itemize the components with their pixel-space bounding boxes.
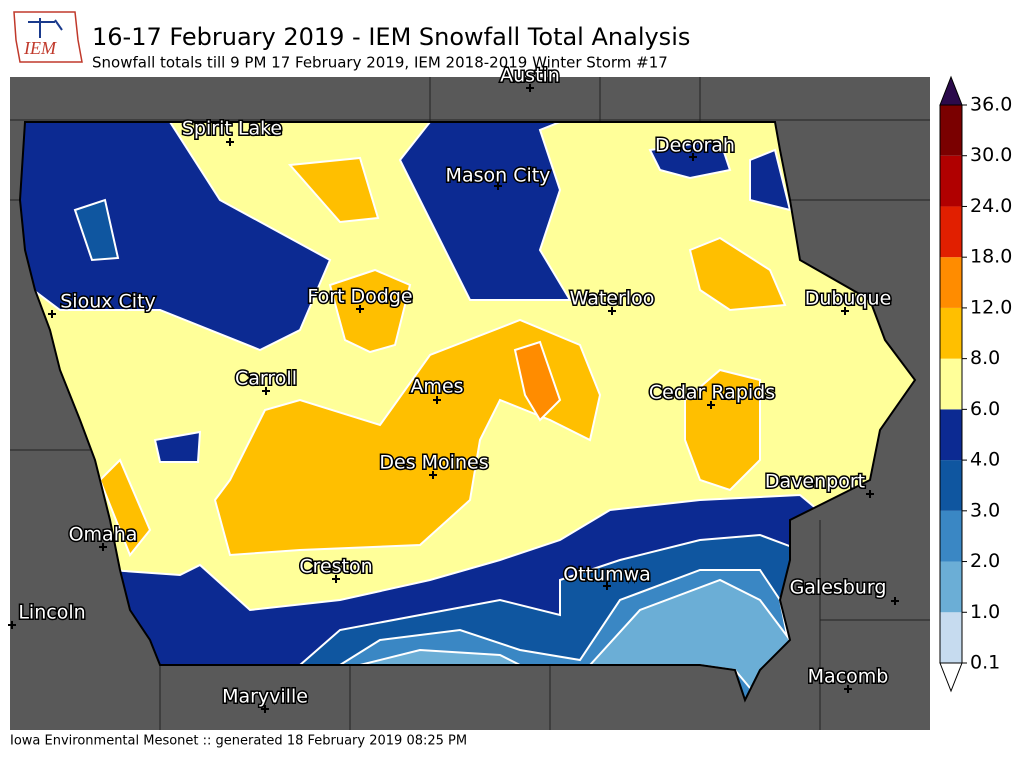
city-label: Decorah xyxy=(655,135,735,157)
city-label: Ottumwa xyxy=(563,564,651,586)
colorbar-segment xyxy=(940,307,962,359)
colorbar-frame xyxy=(939,104,963,664)
colorbar-segment xyxy=(940,257,962,308)
city-marker xyxy=(603,582,611,590)
city-label: Austin xyxy=(500,65,560,87)
city-marker xyxy=(8,621,16,629)
city-label: Davenport xyxy=(765,471,865,493)
city-label: Galesburg xyxy=(790,577,887,599)
logo-text: IEM xyxy=(23,38,57,58)
city-label: Des Moines xyxy=(379,452,488,474)
city-label: Maryville xyxy=(222,686,308,708)
city-label: Cedar Rapids xyxy=(649,382,775,404)
colorbar-segment xyxy=(940,206,962,258)
city-marker xyxy=(262,387,270,395)
city-label: Mason City xyxy=(446,165,551,187)
city-marker xyxy=(689,153,697,161)
city-label: Macomb xyxy=(808,666,889,688)
city-marker xyxy=(494,182,502,190)
city-label: Omaha xyxy=(69,524,138,546)
city-label: Creston xyxy=(299,556,372,578)
city-labels: Austin Spirit Lake Decorah Mason City Sioux … xyxy=(8,63,899,713)
city-marker xyxy=(356,305,364,313)
city-marker xyxy=(707,401,715,409)
city-marker xyxy=(608,307,616,315)
colorbar-segment xyxy=(940,510,962,562)
title: 16-17 February 2019 - IEM Snowfall Total… xyxy=(92,23,690,51)
colorbar-tick-label: 1.0 xyxy=(970,601,1000,623)
colorbar-under xyxy=(939,662,963,693)
city-label: Carroll xyxy=(235,368,297,390)
colorbar-tick-label: 8.0 xyxy=(970,347,1000,369)
city-marker xyxy=(226,138,234,146)
city-marker xyxy=(891,597,899,605)
logo: IEM xyxy=(13,11,83,63)
colorbar-over xyxy=(939,75,963,106)
city-label: Waterloo xyxy=(570,288,655,310)
city-marker xyxy=(841,307,849,315)
colorbar-tick-label: 6.0 xyxy=(970,398,1000,420)
city-marker xyxy=(261,705,269,713)
city-marker xyxy=(866,490,874,498)
city-label: Ames xyxy=(410,376,463,398)
colorbar-segment xyxy=(940,561,962,613)
colorbar-tick-label: 4.0 xyxy=(970,449,1000,471)
city-label: Fort Dodge xyxy=(307,286,412,308)
colorbar-tick-label: 36.0 xyxy=(970,94,1012,116)
city-marker xyxy=(844,685,852,693)
city-marker xyxy=(99,543,107,551)
colorbar-tick-label: 30.0 xyxy=(970,144,1012,166)
colorbar-segment xyxy=(940,409,962,461)
colorbar: 0.1 1.0 2.0 3.0 4.0 6.0 8.0 12.0 18.0 24.0 30.0 36.… xyxy=(939,75,1012,693)
city-label: Dubuque xyxy=(805,288,892,310)
city-marker xyxy=(48,310,56,318)
city-label: Lincoln xyxy=(18,602,85,624)
city-marker xyxy=(526,84,534,92)
colorbar-tick-label: 24.0 xyxy=(970,195,1012,217)
city-label: Sioux City xyxy=(60,291,156,313)
city-marker xyxy=(429,471,437,479)
city-marker xyxy=(433,396,441,404)
colorbar-tick-label: 3.0 xyxy=(970,499,1000,521)
city-marker xyxy=(332,575,340,583)
subtitle: Snowfall totals till 9 PM 17 February 20… xyxy=(92,54,668,72)
colorbar-segment xyxy=(940,105,962,156)
colorbar-segment xyxy=(940,612,962,663)
colorbar-segment xyxy=(940,460,962,511)
colorbar-tick-label: 2.0 xyxy=(970,550,1000,572)
colorbar-tick-label: 18.0 xyxy=(970,246,1012,268)
colorbar-segment xyxy=(940,155,962,207)
footer: Iowa Environmental Mesonet :: generated … xyxy=(10,734,467,749)
city-label: Spirit Lake xyxy=(182,118,282,140)
colorbar-segment xyxy=(940,358,962,410)
colorbar-tick-label: 0.1 xyxy=(970,652,1000,674)
colorbar-tick-label: 12.0 xyxy=(970,296,1012,318)
map xyxy=(10,77,930,730)
